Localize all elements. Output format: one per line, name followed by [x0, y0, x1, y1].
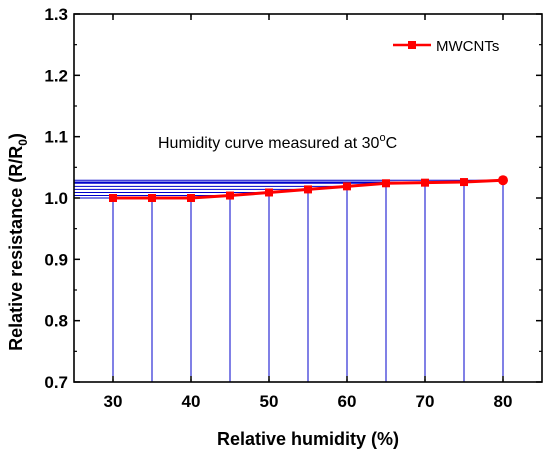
y-tick-label: 0.7 — [44, 373, 68, 392]
x-axis-title: Relative humidity (%) — [217, 429, 399, 449]
data-point — [343, 182, 351, 191]
data-point — [226, 191, 234, 200]
x-tick-label: 60 — [338, 392, 357, 411]
data-point — [421, 178, 429, 187]
x-tick-label: 70 — [416, 392, 435, 411]
axis-ticks: 30 40 50 60 70 80 0.7 0.8 0.9 1.0 1.1 1.2 1.3 — [44, 5, 542, 411]
y-axis-title-subscript: 0 — [16, 139, 30, 146]
data-point — [304, 185, 312, 194]
data-point — [498, 175, 508, 186]
data-point — [187, 194, 195, 202]
legend: MWCNTs — [393, 38, 499, 55]
series-layer — [109, 175, 508, 202]
y-tick-label: 1.3 — [44, 5, 68, 24]
x-tick-label: 30 — [104, 392, 123, 411]
x-tick-label: 40 — [182, 392, 201, 411]
y-tick-label: 0.8 — [44, 312, 68, 331]
y-tick-label: 1.0 — [44, 189, 68, 208]
annotation: Humidity curve measured at 30oC — [158, 132, 397, 152]
data-point — [109, 194, 117, 202]
data-point — [265, 188, 273, 197]
legend-label: MWCNTs — [436, 38, 499, 55]
data-point — [148, 194, 156, 202]
data-point — [382, 179, 390, 188]
y-axis-title: Relative resistance (R/R0) — [6, 133, 30, 351]
x-tick-label: 80 — [494, 392, 513, 411]
x-tick-label: 50 — [260, 392, 279, 411]
annotation-superscript: o — [379, 132, 385, 144]
y-tick-label: 0.9 — [44, 250, 68, 269]
y-tick-label: 1.2 — [44, 66, 68, 85]
data-point — [460, 178, 468, 187]
legend-marker — [408, 41, 416, 49]
y-tick-label: 1.1 — [44, 128, 68, 147]
drop-lines — [74, 179, 504, 382]
